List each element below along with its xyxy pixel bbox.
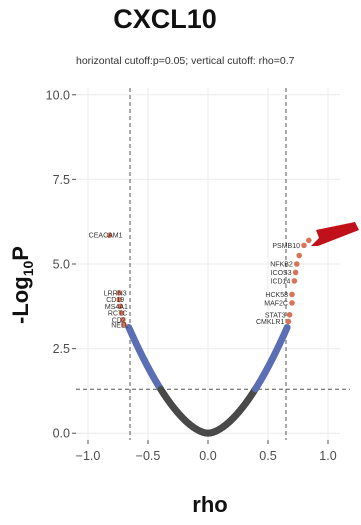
significant-point: [117, 303, 124, 310]
significant-point: [116, 296, 122, 303]
significant-point: [286, 311, 293, 318]
gene-label: CEACAM1: [89, 233, 123, 240]
y-tick-label: 2.5: [53, 342, 70, 356]
significant-point: [120, 317, 126, 323]
significant-point: [106, 232, 113, 239]
significant-point: [285, 318, 292, 325]
gene-label: MS4A1: [105, 304, 128, 311]
gene-label: LRRN3: [104, 290, 127, 297]
background-points: [125, 323, 291, 437]
x-tick-label: 0.0: [199, 449, 216, 463]
gene-label: STAT3: [265, 312, 286, 319]
y-axis-label: -Log10P: [7, 246, 37, 324]
significant-point: [301, 242, 307, 249]
gene-label: RCTC: [108, 311, 127, 318]
axis-ticks: −1.0 −0.5 0.0 0.5 1.0 0.0 2.5 5.0 7.5 10.0: [46, 88, 337, 463]
x-tick-label: −1.0: [76, 449, 101, 463]
x-axis-label: rho: [192, 492, 228, 517]
significant-point: [291, 278, 298, 284]
gene-label: ICOS3: [271, 270, 292, 277]
significant-points: [106, 232, 312, 328]
gene-label: CD2: [112, 317, 126, 324]
significant-point: [118, 310, 125, 316]
significant-point: [296, 252, 303, 259]
significant-point: [121, 322, 127, 328]
significant-point: [116, 289, 122, 296]
gene-label: CMKLR1: [256, 319, 285, 326]
data-point: [283, 323, 291, 331]
gene-label: NFKB2: [270, 262, 293, 269]
y-tick-label: 7.5: [53, 173, 70, 187]
cutoff-lines: [76, 88, 350, 440]
gene-label: NELL: [111, 322, 129, 329]
highlight-arrow: [311, 222, 359, 246]
significant-point: [294, 261, 300, 267]
significant-point: [289, 300, 295, 306]
chart-subtitle: horizontal cutoff:p=0.05; vertical cutof…: [76, 55, 295, 67]
gene-label: ICD14: [271, 278, 291, 285]
y-tick-label: 5.0: [53, 258, 70, 272]
y-tick-label: 0.0: [53, 427, 70, 441]
arrow-icon: [311, 222, 359, 246]
significant-point: [292, 269, 299, 276]
x-tick-label: 0.5: [259, 449, 276, 463]
y-tick-label: 10.0: [46, 88, 70, 102]
chart-title: CXCL10: [113, 4, 217, 34]
gene-label: MAF2C: [264, 300, 288, 307]
gene-label: CD19: [106, 297, 124, 304]
grid: [76, 88, 340, 440]
x-tick-label: 1.0: [319, 449, 336, 463]
gene-label: PSMB10: [272, 243, 300, 250]
significant-point: [306, 237, 312, 244]
significant-point: [289, 291, 295, 298]
gene-label: HCK58: [265, 292, 288, 299]
x-tick-label: −0.5: [136, 449, 161, 463]
